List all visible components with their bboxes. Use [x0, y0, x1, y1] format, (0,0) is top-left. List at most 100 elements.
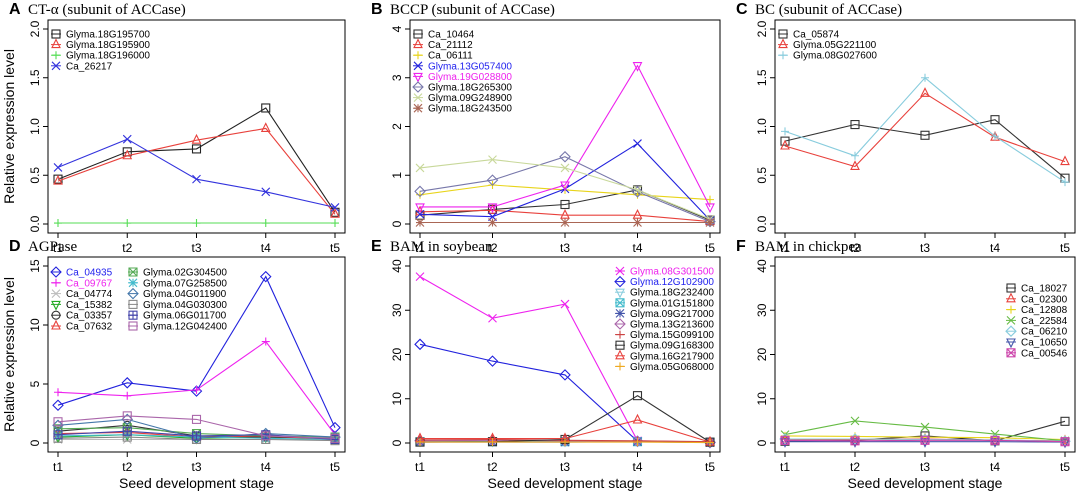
y-tick-label: 0.5 — [755, 167, 769, 184]
legend-item: Glyma.13G057400 — [413, 61, 512, 72]
data-point — [560, 208, 570, 219]
y-tick-label: 0 — [390, 439, 404, 446]
data-point — [191, 144, 202, 154]
legend-label: Glyma.09G168300 — [630, 341, 714, 352]
legend-label: Ca_12808 — [1021, 305, 1068, 316]
data-point — [415, 203, 425, 214]
data-point — [633, 218, 642, 227]
legend-item: Glyma.05G068000 — [615, 362, 714, 373]
legend-marker — [51, 61, 61, 71]
data-point — [123, 219, 132, 228]
y-tick-label: 10 — [28, 318, 42, 332]
series-line — [57, 107, 336, 213]
x-tick-label: t3 — [191, 241, 201, 255]
legend-label: Ca_18027 — [1021, 284, 1068, 295]
legend-marker — [413, 103, 423, 113]
legend-label: Ca_07632 — [66, 322, 113, 333]
y-tick-label: 0 — [390, 220, 404, 227]
data-point — [560, 163, 570, 173]
legend-item: Ca_04935 — [50, 266, 113, 279]
data-point — [633, 185, 642, 195]
legend-item: Ca_03357 — [51, 310, 113, 322]
legend-label: Ca_06111 — [428, 51, 473, 62]
data-point — [122, 134, 132, 144]
series-line — [784, 119, 1066, 179]
data-point — [632, 413, 643, 424]
x-tick-label: t1 — [53, 460, 63, 474]
data-point — [920, 130, 930, 140]
legend-marker — [51, 289, 61, 298]
legend-item: Glyma.02G304500 — [128, 267, 227, 279]
legend-marker — [52, 51, 60, 60]
legend-item: Ca_15382 — [51, 300, 113, 311]
data-point — [261, 337, 270, 346]
legend-item: Glyma.18G243500 — [413, 104, 512, 115]
data-point — [990, 115, 1000, 125]
data-point — [631, 186, 644, 198]
data-point — [850, 160, 860, 171]
legend-item: Glyma.06G011700 — [128, 310, 227, 322]
x-tick-label: t3 — [920, 241, 930, 255]
panel-title: BAM in chickpea — [755, 239, 862, 255]
y-tick-label: 30 — [390, 303, 404, 317]
data-point — [851, 151, 859, 160]
legend-label: Ca_10650 — [1021, 338, 1068, 349]
x-tick-label: t1 — [415, 241, 425, 255]
y-tick-label: 1.5 — [28, 69, 42, 86]
legend-label: Glyma.05G221100 — [793, 40, 877, 51]
panel-b: B BCCP (subunit of ACCase) 0 1 2 3 4 t1 t2 t3 t4 t5… — [371, 1, 721, 255]
y-tick-label: 1.5 — [755, 69, 769, 86]
legend-label: Ca_15382 — [66, 300, 113, 311]
legend-item: Ca_04774 — [51, 289, 113, 300]
legend-label: Glyma.09G217000 — [630, 309, 714, 320]
legend-item: Ca_22584 — [1006, 316, 1068, 327]
legend-item: Glyma.04G030300 — [128, 299, 227, 311]
legend-item: Glyma.15G099100 — [615, 330, 714, 341]
data-point — [53, 163, 63, 172]
data-point — [330, 433, 340, 443]
legend-label: Glyma.19G028800 — [428, 72, 512, 83]
y-tick-label: 1.0 — [755, 118, 769, 135]
panel-f: F BAM in chickpea 0 10 20 30 40 t1 t2 t3 t4 t5 Seed … — [736, 238, 1076, 491]
data-point — [53, 417, 63, 427]
legend-item: Ca_02300 — [1006, 292, 1068, 305]
data-point — [486, 355, 499, 367]
data-point — [488, 155, 497, 165]
legend-label: Glyma.01G151800 — [630, 298, 714, 309]
panel-title: BAM in soybean — [390, 239, 493, 255]
legend-item: Glyma.08G027600 — [778, 51, 877, 62]
data-point — [1060, 155, 1070, 166]
legend-label: Glyma.18G195900 — [66, 40, 150, 51]
legend-label: Glyma.12G042400 — [143, 322, 227, 333]
x-tick-label: t1 — [415, 460, 425, 474]
panel-letter: F — [736, 238, 746, 255]
legend-item: Glyma.18G265300 — [412, 81, 512, 94]
legend-label: Ca_00546 — [1021, 348, 1068, 359]
y-tick-label: 10 — [755, 392, 769, 406]
legend-item: Glyma.18G195700 — [51, 29, 150, 41]
series-Glyma.18G243500 — [415, 218, 715, 227]
x-tick-label: t4 — [990, 460, 1000, 474]
legend-marker — [1006, 348, 1016, 358]
legend-label: Glyma.08G301500 — [630, 267, 714, 278]
data-point — [192, 219, 201, 228]
legend-item: Glyma.09G248900 — [413, 93, 512, 104]
series-Glyma.05G221100 — [780, 87, 1070, 171]
legend-item: Ca_12808 — [1006, 305, 1068, 316]
data-point — [780, 435, 790, 445]
legend-item: Ca_09767 — [51, 278, 113, 289]
legend-item: Glyma.18G195900 — [51, 38, 150, 51]
series-Ca_26217 — [53, 134, 340, 212]
legend-label: Glyma.18G243500 — [428, 104, 512, 115]
legend-marker — [1006, 316, 1016, 325]
data-point — [415, 163, 425, 173]
x-tick-label: t2 — [487, 460, 497, 474]
series-Glyma.08G027600 — [781, 73, 1069, 187]
legend-marker — [128, 299, 138, 309]
x-tick-label: t5 — [330, 241, 340, 255]
data-point — [706, 438, 714, 447]
data-point — [486, 174, 499, 186]
data-point — [261, 431, 271, 441]
panel-letter: D — [9, 238, 21, 255]
x-tick-label: t2 — [122, 241, 132, 255]
